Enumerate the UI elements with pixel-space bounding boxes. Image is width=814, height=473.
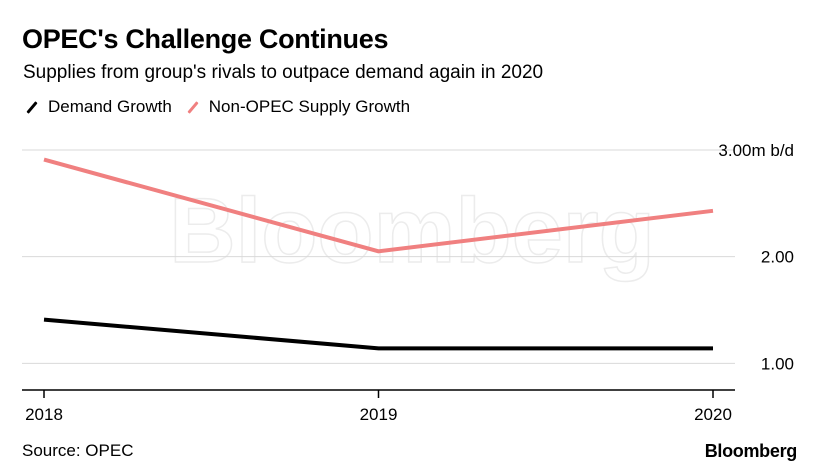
chart-title: OPEC's Challenge Continues (22, 24, 389, 54)
series-lines (43, 157, 714, 351)
grid-lines (22, 149, 735, 364)
legend-label-demand: Demand Growth (48, 97, 172, 116)
legend: Demand Growth Non-OPEC Supply Growth (23, 97, 422, 117)
bloomberg-logo: Bloomberg (704, 441, 798, 461)
source-note: Source: OPEC (22, 441, 134, 460)
x-tick-labels: 2018 2019 2020 (25, 405, 732, 424)
legend-item-supply: Non-OPEC Supply Growth (184, 97, 410, 117)
y-tick-label: 2.00 (761, 248, 794, 267)
watermark: Bloomberg (169, 180, 655, 282)
non-opec-supply-growth-line (43, 157, 714, 254)
legend-label-supply: Non-OPEC Supply Growth (208, 97, 411, 116)
x-axis (22, 389, 735, 398)
x-tick-label: 2020 (694, 405, 732, 424)
y-tick-labels: 3.00m b/d 2.00 1.00 (718, 141, 794, 373)
legend-item-demand: Demand Growth (23, 97, 172, 117)
x-tick-label: 2019 (360, 405, 398, 424)
demand-growth-line (43, 317, 713, 351)
x-tick-label: 2018 (25, 405, 63, 424)
y-tick-label: 1.00 (761, 354, 794, 373)
chart-subtitle: Supplies from group's rivals to outpace … (23, 62, 544, 83)
y-tick-label: 3.00m b/d (718, 141, 794, 160)
